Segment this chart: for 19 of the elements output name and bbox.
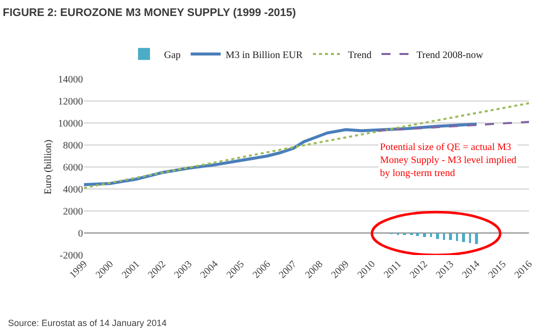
y-tick-label: 10000 <box>58 118 83 130</box>
chart-title: FIGURE 2: EUROZONE M3 MONEY SUPPLY (1999 -2015) <box>2 7 296 19</box>
legend-label: M3 in Billion EUR <box>226 50 303 61</box>
y-tick-label: 0 <box>78 228 83 240</box>
x-tick-label: 1999 <box>68 258 90 281</box>
legend-label: Gap <box>164 50 181 61</box>
x-tick-label: 2011 <box>382 258 404 281</box>
y-tick-label: -2000 <box>60 250 83 262</box>
y-tick-label: 4000 <box>63 184 83 196</box>
y-tick-label: 14000 <box>58 74 83 86</box>
annotation: Potential size of QE = actual M3 Money Supply - M3 level implied by long-term trend <box>380 142 516 179</box>
y-axis-title: Euro (billion) <box>43 140 54 194</box>
y-tick-label: 2000 <box>63 206 83 218</box>
legend-label: Trend 2008-now <box>416 50 484 61</box>
legend-label: Trend <box>348 50 372 61</box>
source-note: Source: Eurostat as of 14 January 2014 <box>8 318 167 328</box>
y-tick-label: 8000 <box>63 140 83 152</box>
y-tick-label: 6000 <box>63 162 83 174</box>
y-tick-label: 12000 <box>58 96 83 108</box>
